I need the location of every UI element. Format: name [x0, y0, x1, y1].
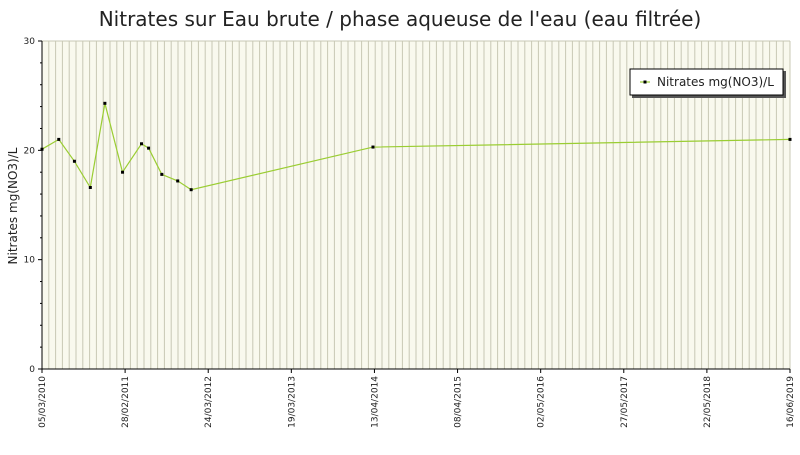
- y-axis-label: Nitrates mg(NO3)/L: [6, 147, 20, 264]
- x-tick-label: 13/04/2014: [370, 376, 380, 428]
- legend-label: Nitrates mg(NO3)/L: [657, 75, 774, 89]
- x-tick-label: 24/03/2012: [204, 376, 214, 428]
- x-tick-label: 27/05/2017: [620, 376, 630, 428]
- data-point: [40, 147, 44, 151]
- chart-title: Nitrates sur Eau brute / phase aqueuse d…: [99, 7, 702, 31]
- y-tick-label: 20: [24, 146, 36, 156]
- y-tick-label: 10: [24, 256, 36, 266]
- x-tick-label: 19/03/2013: [287, 376, 297, 428]
- data-point: [160, 172, 164, 176]
- data-point: [103, 101, 107, 105]
- legend: Nitrates mg(NO3)/L: [629, 68, 786, 98]
- data-point: [121, 170, 125, 174]
- data-point: [88, 186, 92, 190]
- data-point: [189, 188, 193, 192]
- legend-box: [629, 68, 784, 96]
- y-tick-label: 0: [29, 365, 35, 375]
- x-tick-label: 08/04/2015: [454, 376, 464, 428]
- x-tick-label: 28/02/2011: [121, 376, 131, 428]
- x-tick-label: 16/06/2019: [786, 376, 796, 428]
- data-point: [788, 137, 792, 141]
- data-point: [176, 179, 180, 183]
- data-point: [72, 159, 76, 163]
- x-tick-label: 02/05/2016: [537, 376, 547, 428]
- data-point: [147, 146, 151, 150]
- legend-marker: [643, 80, 647, 84]
- x-tick-label: 05/03/2010: [38, 376, 48, 428]
- data-point: [371, 145, 375, 149]
- data-point: [57, 137, 61, 141]
- x-tick-label: 22/05/2018: [703, 376, 713, 428]
- data-point: [140, 142, 144, 146]
- y-tick-label: 30: [24, 37, 36, 47]
